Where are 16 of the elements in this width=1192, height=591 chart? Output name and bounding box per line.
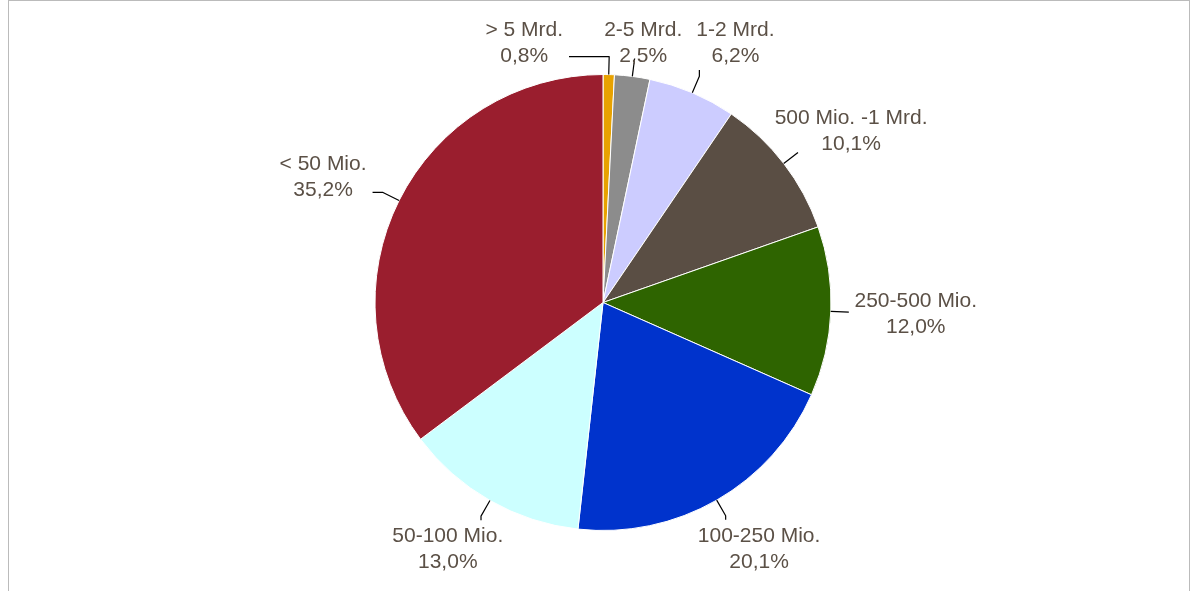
data-label: 0,8% — [500, 42, 549, 66]
slice-label: > 5 Mrd. — [485, 16, 564, 40]
data-label: 35,2% — [293, 176, 353, 200]
slice-label: < 50 Mio. — [279, 150, 367, 174]
slice-label: 2-5 Mrd. — [604, 16, 683, 40]
data-label: 2,5% — [619, 42, 668, 66]
data-label: 20,1% — [729, 548, 789, 572]
slice-label: 500 Mio. -1 Mrd. — [774, 104, 928, 128]
data-label: 13,0% — [418, 549, 478, 573]
data-label: 10,1% — [821, 130, 881, 154]
data-label: 6,2% — [711, 42, 760, 66]
slice-label: 250-500 Mio. — [854, 288, 978, 312]
slice-label: 1-2 Mrd. — [696, 16, 775, 40]
slice-label: 100-250 Mio. — [697, 522, 821, 546]
data-label: 12,0% — [885, 314, 946, 338]
slice-label: 50-100 Mio. — [392, 523, 504, 547]
